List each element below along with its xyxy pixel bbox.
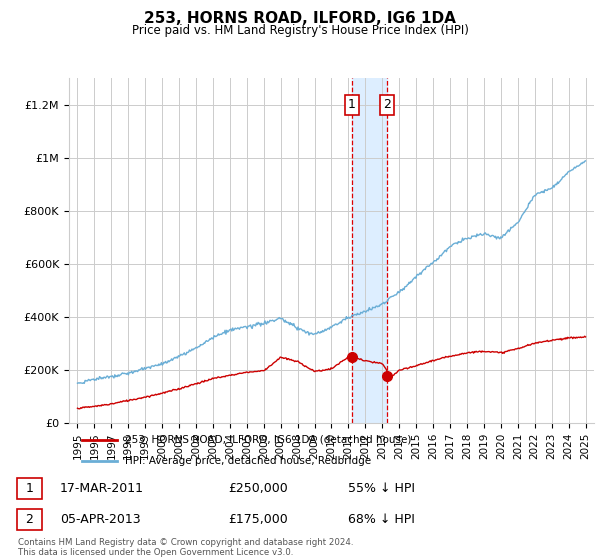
Text: 1: 1 xyxy=(25,482,34,495)
Text: 253, HORNS ROAD, ILFORD, IG6 1DA (detached house): 253, HORNS ROAD, ILFORD, IG6 1DA (detach… xyxy=(125,435,412,445)
Text: 1: 1 xyxy=(348,99,356,111)
Text: £250,000: £250,000 xyxy=(228,482,288,495)
Text: £175,000: £175,000 xyxy=(228,513,288,526)
Bar xyxy=(352,78,387,423)
Text: 55% ↓ HPI: 55% ↓ HPI xyxy=(348,482,415,495)
Text: 17-MAR-2011: 17-MAR-2011 xyxy=(60,482,144,495)
Text: 68% ↓ HPI: 68% ↓ HPI xyxy=(348,513,415,526)
Text: 2: 2 xyxy=(383,99,391,111)
Text: Price paid vs. HM Land Registry's House Price Index (HPI): Price paid vs. HM Land Registry's House … xyxy=(131,24,469,36)
Text: HPI: Average price, detached house, Redbridge: HPI: Average price, detached house, Redb… xyxy=(125,456,371,466)
Text: 05-APR-2013: 05-APR-2013 xyxy=(60,513,140,526)
Text: Contains HM Land Registry data © Crown copyright and database right 2024.
This d: Contains HM Land Registry data © Crown c… xyxy=(18,538,353,557)
Text: 2: 2 xyxy=(25,513,34,526)
Text: 253, HORNS ROAD, ILFORD, IG6 1DA: 253, HORNS ROAD, ILFORD, IG6 1DA xyxy=(144,11,456,26)
